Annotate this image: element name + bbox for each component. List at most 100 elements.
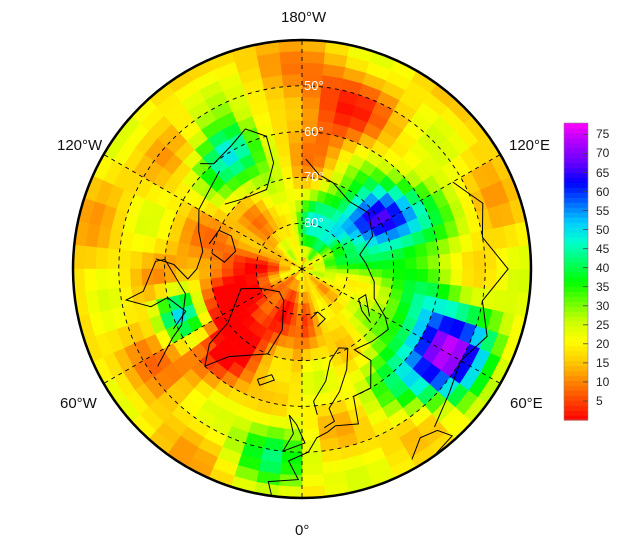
colorbar-segment <box>564 202 588 208</box>
data-cell <box>472 268 486 289</box>
colorbar-segment <box>564 276 588 282</box>
colorbar-segment <box>564 380 588 386</box>
coastline <box>313 347 349 429</box>
colorbar-segment <box>564 182 588 188</box>
colorbar-segment <box>564 311 588 317</box>
data-cell <box>301 62 324 76</box>
data-cell <box>244 262 257 270</box>
data-cell <box>118 249 132 270</box>
colorbar-segment <box>564 236 588 243</box>
data-cell <box>187 244 202 259</box>
colorbar-segment <box>564 281 588 287</box>
colorbar-segment <box>564 385 588 391</box>
colorbar-segment <box>564 266 588 273</box>
colorbar-segment <box>564 192 588 198</box>
data-cell <box>107 268 121 290</box>
data-cell <box>95 268 109 291</box>
longitude-label: 0° <box>295 522 310 539</box>
colorbar-segment <box>564 246 588 253</box>
colorbar-segment <box>564 271 588 278</box>
colorbar-segment <box>564 350 588 357</box>
data-cell <box>130 268 143 288</box>
data-cell <box>286 405 303 419</box>
colorbar-segment <box>564 301 588 307</box>
colorbar-segment <box>564 261 588 268</box>
data-cell <box>141 268 155 287</box>
colorbar-tick-label: 40 <box>596 260 610 275</box>
data-cell <box>141 251 155 270</box>
colorbar-segment <box>564 207 588 213</box>
data-cell <box>281 450 303 464</box>
data-cell <box>273 132 290 147</box>
colorbar-segment <box>564 316 588 322</box>
data-cell <box>347 268 360 276</box>
longitude-label: 180°W <box>281 9 327 26</box>
coastline <box>208 229 237 263</box>
data-cell <box>289 154 303 167</box>
colorbar-tick-label: 70 <box>596 146 610 161</box>
colorbar-segment <box>564 415 588 421</box>
data-cell <box>95 247 109 270</box>
data-cell <box>381 259 394 270</box>
coastline <box>310 311 326 327</box>
colorbar-segment <box>564 132 588 139</box>
data-cell <box>301 359 314 373</box>
data-cell <box>427 268 440 284</box>
coastline <box>358 293 372 323</box>
colorbar-segment <box>564 127 588 134</box>
data-cell <box>495 268 509 291</box>
data-cell <box>438 253 452 270</box>
meridian-line <box>301 154 501 270</box>
data-cell <box>210 259 223 270</box>
data-cell <box>313 143 329 158</box>
data-cell <box>233 261 246 270</box>
data-cell <box>294 325 303 338</box>
data-cell <box>130 250 143 270</box>
data-cell <box>301 382 316 396</box>
meridian-line <box>301 268 501 384</box>
colorbar-segment <box>564 345 588 352</box>
data-cell <box>301 462 324 476</box>
colorbar-tick-label: 10 <box>596 374 610 389</box>
colorbar-tick-label: 30 <box>596 298 610 313</box>
colorbar-segment <box>564 370 588 377</box>
data-cell <box>301 154 315 167</box>
data-cell <box>301 188 311 201</box>
data-cell <box>287 131 303 144</box>
coastline <box>434 181 509 428</box>
colorbar-segment <box>564 296 588 302</box>
data-cell <box>449 268 463 287</box>
coastline <box>282 414 306 452</box>
data-cell <box>461 268 475 288</box>
coastline <box>256 374 275 386</box>
colorbar-segment <box>564 231 588 238</box>
data-cell <box>289 371 303 384</box>
colorbar-tick-label: 65 <box>596 165 610 180</box>
data-cell <box>293 188 303 201</box>
longitude-label: 60°E <box>510 395 543 412</box>
data-cell <box>210 268 223 279</box>
colorbar-segment <box>564 286 588 292</box>
colorbar-segment <box>564 410 588 416</box>
data-cells <box>73 40 531 498</box>
data-cell <box>292 348 303 361</box>
colorbar-segment <box>564 375 588 381</box>
colorbar-tick-label: 20 <box>596 336 610 351</box>
latitude-label: 80° <box>304 215 324 231</box>
colorbar-tick-label: 15 <box>596 355 610 370</box>
data-cell <box>449 251 463 270</box>
data-cell <box>287 394 303 407</box>
longitude-label: 120°E <box>509 137 551 154</box>
latitude-circle <box>209 176 395 362</box>
colorbar-segment <box>564 365 588 372</box>
colorbar-tick-label: 50 <box>596 222 610 237</box>
data-cell <box>295 314 303 327</box>
data-cell <box>301 473 325 487</box>
colorbar-segment <box>564 405 588 411</box>
latitude-circle <box>164 131 440 407</box>
colorbar-segment <box>564 306 588 312</box>
data-cell <box>283 97 303 110</box>
data-cell <box>472 249 486 270</box>
